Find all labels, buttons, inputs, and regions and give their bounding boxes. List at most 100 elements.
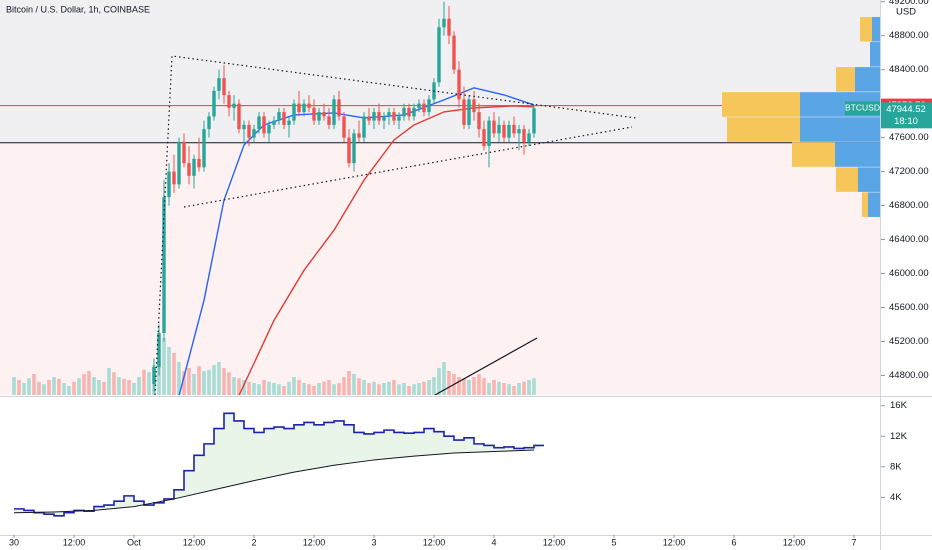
- volume-bar: [222, 368, 226, 395]
- y2-tick-label: 12K: [890, 431, 908, 442]
- volume-bar: [317, 383, 321, 395]
- candle-body: [532, 108, 536, 134]
- candle-body: [197, 158, 201, 168]
- last-price-box: [881, 102, 932, 129]
- volume-bar: [102, 381, 106, 395]
- candle-body: [272, 120, 276, 125]
- candle-body: [417, 103, 421, 108]
- candle-body: [422, 103, 426, 113]
- candle-body: [287, 120, 291, 125]
- zone-below: [0, 142, 880, 395]
- candle-body: [202, 129, 206, 168]
- volume-bar: [487, 383, 491, 395]
- candle-body: [312, 107, 316, 121]
- candle-body: [382, 116, 386, 121]
- volume-bar: [182, 371, 186, 395]
- y2-tick-label: 8K: [890, 461, 902, 472]
- volume-bar: [432, 377, 436, 395]
- volume-bar: [137, 377, 141, 395]
- volume-bar: [27, 378, 31, 395]
- volume-bar: [492, 380, 496, 395]
- x-tick-label: 12:00: [63, 537, 86, 547]
- volume-bar: [87, 371, 91, 395]
- y-tick-label: 48800.00: [889, 30, 929, 41]
- volume-bar: [507, 384, 511, 395]
- volume-bar: [32, 374, 36, 395]
- candle-body: [192, 158, 196, 176]
- volume-bar: [237, 378, 241, 395]
- profile-up: [800, 117, 880, 142]
- volume-bar: [107, 368, 111, 395]
- volume-bar: [62, 383, 66, 395]
- volume-bar: [82, 374, 86, 395]
- profile-up: [868, 192, 880, 217]
- candle-body: [157, 332, 161, 367]
- volume-bar: [397, 384, 401, 395]
- candle-body: [457, 69, 461, 100]
- volume-bar: [467, 380, 471, 395]
- candle-body: [357, 133, 361, 138]
- candle-body: [187, 163, 191, 176]
- candle-body: [237, 103, 241, 130]
- candle-body: [507, 124, 511, 138]
- candle-body: [232, 103, 236, 108]
- triangle-lower: [183, 126, 633, 208]
- candle-body: [212, 90, 216, 117]
- volume-bar: [477, 374, 481, 395]
- volume-bar: [387, 381, 391, 395]
- candle-body: [167, 171, 171, 198]
- volume-bar: [422, 381, 426, 395]
- volume-bar: [337, 383, 341, 395]
- volume-bar: [407, 386, 411, 395]
- candle-body: [277, 112, 281, 121]
- candle-body: [362, 116, 366, 138]
- x-tick-label: 12:00: [663, 537, 686, 547]
- volume-bar: [162, 338, 166, 395]
- candle-body: [217, 78, 221, 91]
- candle-body: [247, 124, 251, 138]
- candle-body: [442, 18, 446, 28]
- candle-body: [437, 27, 441, 83]
- indicator-step-line: [14, 412, 544, 517]
- volume-bar: [402, 383, 406, 395]
- volume-bar: [372, 381, 376, 395]
- candle-body: [472, 99, 476, 113]
- y2-tick-label: 4K: [890, 492, 902, 503]
- volume-bar: [282, 386, 286, 395]
- candle-body: [172, 171, 176, 185]
- volume-bar: [192, 374, 196, 395]
- volume-bar: [77, 378, 81, 395]
- volume-bar: [172, 353, 176, 395]
- candle-body: [182, 141, 186, 164]
- profile-up: [855, 67, 880, 92]
- candle-body: [222, 78, 226, 96]
- profile-up: [835, 142, 880, 167]
- candle-body: [302, 103, 306, 113]
- volume-bar: [427, 380, 431, 395]
- candle-body: [492, 120, 496, 134]
- volume-bar: [242, 380, 246, 395]
- countdown: 18:10: [894, 116, 918, 127]
- volume-bar: [322, 381, 326, 395]
- volume-bar: [392, 380, 396, 395]
- y2-tick-label: 16K: [890, 400, 908, 411]
- volume-bar: [97, 380, 101, 395]
- x-tick-label: 2: [251, 537, 256, 547]
- x-tick-label: 12:00: [303, 537, 326, 547]
- profile-down: [862, 192, 868, 217]
- candle-body: [347, 137, 351, 164]
- y-tick-label: 49200.00: [889, 0, 929, 7]
- x-tick-label: 12:00: [543, 537, 566, 547]
- volume-bar: [297, 380, 301, 395]
- candle-body: [252, 129, 256, 138]
- volume-bar: [447, 371, 451, 395]
- candle-body: [307, 103, 311, 108]
- volume-bar: [47, 380, 51, 395]
- volume-bar: [122, 378, 126, 395]
- candle-body: [352, 133, 356, 164]
- volume-bar: [472, 377, 476, 395]
- volume-bar: [327, 380, 331, 395]
- profile-down: [836, 67, 855, 92]
- volume-bar: [522, 381, 526, 395]
- price-pane: [0, 1, 880, 395]
